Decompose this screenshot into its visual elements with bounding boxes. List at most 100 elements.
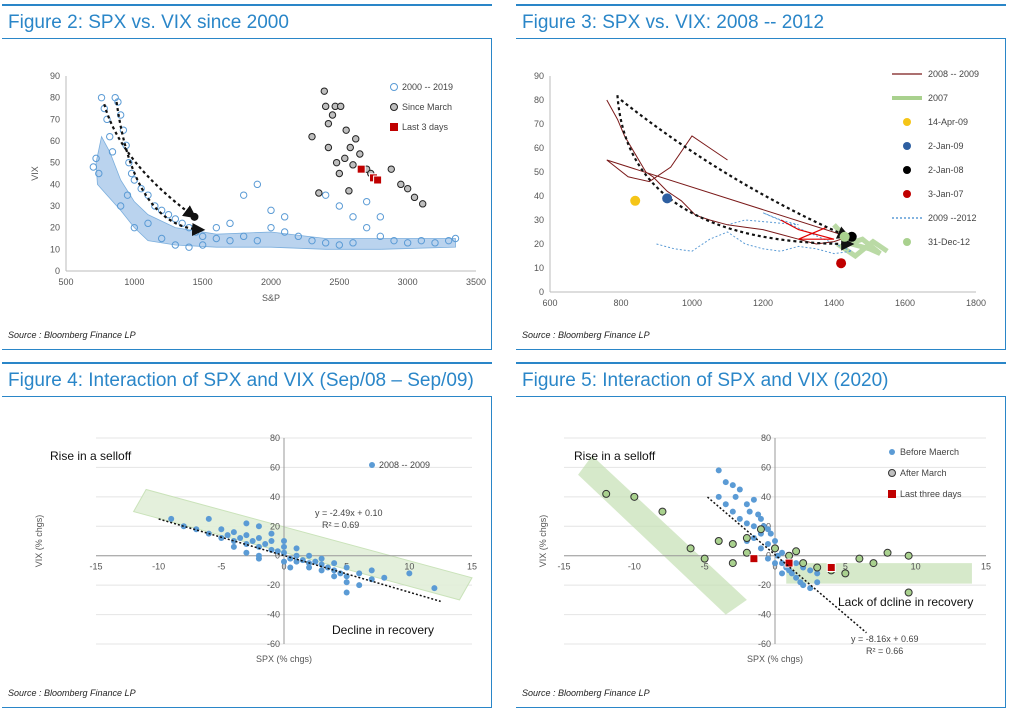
point-after-march <box>799 559 808 568</box>
point-2000-2019 <box>185 243 193 251</box>
legend-label: 2000 -- 2019 <box>402 82 453 92</box>
point-before-march <box>757 545 764 552</box>
bottom-rule <box>516 707 1006 708</box>
y-tick-label: 0 <box>55 266 60 276</box>
legend-marker <box>903 190 911 198</box>
legend-label: 31-Dec-12 <box>928 237 970 247</box>
point-last-3-days <box>373 175 383 185</box>
legend-label: Since March <box>402 102 452 112</box>
point-before-march <box>793 574 800 581</box>
x-tick-label: -5 <box>701 562 709 572</box>
legend-label: After March <box>900 468 947 478</box>
marker-14-Apr-09 <box>630 195 641 206</box>
point-2000-2019 <box>95 169 103 178</box>
marker-31-Dec-12 <box>839 231 850 242</box>
point-before-march <box>779 549 786 556</box>
point-2000-2019 <box>97 93 106 102</box>
y-tick-label: 0 <box>275 551 280 561</box>
point-2008-2009 <box>306 564 313 571</box>
point-2000-2019 <box>171 215 180 223</box>
x-tick-label: 1200 <box>753 298 773 308</box>
point-since-march <box>403 184 412 193</box>
point-before-march <box>722 479 729 486</box>
y-tick-label: 50 <box>534 167 544 177</box>
figure-4-panel: Figure 4: Interaction of SPX and VIX (Se… <box>2 358 498 708</box>
point-2008-2009 <box>431 585 438 592</box>
legend-label: 3-Jan-07 <box>928 189 964 199</box>
point-2008-2009 <box>337 570 344 577</box>
point-before-march <box>788 570 795 577</box>
point-after-march <box>904 588 913 597</box>
series-2009-2012 <box>656 212 854 255</box>
point-after-march <box>658 507 667 516</box>
point-before-march <box>736 486 743 493</box>
x-tick-label: 10 <box>404 562 414 572</box>
y-tick-label: 30 <box>534 215 544 225</box>
point-since-march <box>321 102 330 111</box>
point-2008-2009 <box>237 535 244 542</box>
point-2000-2019 <box>226 219 234 228</box>
y-tick-label: 60 <box>761 462 771 472</box>
y-tick-label: 40 <box>761 492 771 502</box>
point-2000-2019 <box>390 236 398 245</box>
point-since-march <box>352 135 360 143</box>
y-tick-label: -60 <box>267 639 280 649</box>
x-tick-label: -5 <box>217 562 225 572</box>
point-after-march <box>771 544 779 553</box>
point-since-march <box>346 143 354 152</box>
point-before-march <box>743 520 750 527</box>
point-2000-2019 <box>444 236 453 245</box>
bottom-rule <box>516 349 1006 350</box>
point-2008-2009 <box>306 552 313 559</box>
annotation: Rise in a selloff <box>574 449 656 463</box>
point-2000-2019 <box>267 206 275 215</box>
point-2000-2019 <box>253 236 262 245</box>
point-before-march <box>746 508 753 515</box>
trend-arrow <box>115 101 206 237</box>
point-2000-2019 <box>164 210 173 219</box>
point-2000-2019 <box>239 232 248 241</box>
x-axis-label: SPX (% chgs) <box>747 654 803 664</box>
y-tick-label: 40 <box>270 492 280 502</box>
point-2008-2009 <box>331 573 338 580</box>
y-tick-label: 30 <box>50 201 60 211</box>
point-2008-2009 <box>255 555 262 562</box>
point-before-march <box>764 526 771 533</box>
y-tick-label: 80 <box>761 433 771 443</box>
selloff-band <box>578 455 747 615</box>
legend-marker <box>390 123 398 131</box>
point-2008-2009 <box>331 560 338 567</box>
point-2008-2009 <box>287 555 294 562</box>
right-rule <box>491 38 492 350</box>
y-tick-label: 20 <box>50 223 60 233</box>
point-2000-2019 <box>308 236 316 245</box>
point-since-march <box>387 165 395 173</box>
point-2000-2019 <box>280 213 289 221</box>
point-since-march <box>342 126 350 134</box>
point-since-march <box>341 154 349 163</box>
legend-marker <box>390 103 398 111</box>
x-tick-label: 1000 <box>682 298 702 308</box>
x-tick-label: -10 <box>152 562 165 572</box>
x-tick-label: 1600 <box>895 298 915 308</box>
x-tick-label: 0 <box>281 562 286 572</box>
point-before-march <box>800 582 807 589</box>
y-tick-label: 20 <box>534 239 544 249</box>
y-tick-label: 80 <box>534 95 544 105</box>
point-2000-2019 <box>171 241 180 249</box>
point-after-march <box>855 554 864 563</box>
trendline <box>158 518 441 603</box>
point-2008-2009 <box>281 538 287 544</box>
point-2008-2009 <box>293 545 300 552</box>
x-tick-label: 3500 <box>466 277 486 287</box>
y-tick-label: 60 <box>50 136 60 146</box>
top-rule <box>516 362 1006 364</box>
y-tick-label: 10 <box>534 263 544 273</box>
point-2000-2019 <box>114 98 122 106</box>
figure-2-chart: 0 10 20 30 40 50 60 70 80 90 500 1000 1500 2000 2500 30… <box>30 71 486 303</box>
point-2000-2019 <box>321 191 330 199</box>
point-2000-2019 <box>157 234 166 243</box>
point-since-march <box>324 143 333 152</box>
y-tick-label: 20 <box>270 521 280 531</box>
